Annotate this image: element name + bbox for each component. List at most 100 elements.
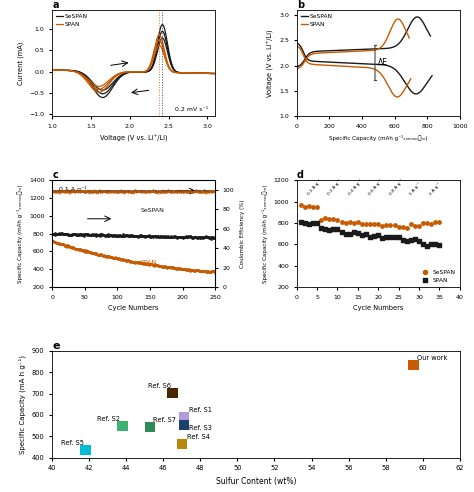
Point xyxy=(156,187,164,195)
SeSPAN xyxy=(366,220,374,228)
Point xyxy=(87,187,94,195)
Text: e: e xyxy=(52,341,60,351)
Point xyxy=(206,268,214,276)
Point xyxy=(67,187,74,195)
Point xyxy=(62,241,70,248)
Point xyxy=(112,254,120,262)
Point xyxy=(64,187,72,195)
Point xyxy=(180,265,188,273)
Point xyxy=(173,187,181,195)
Point xyxy=(167,264,174,272)
Y-axis label: Specific Capacity (mAh g⁻¹ₓₒₘₙₒₛ⁩ₜₑ): Specific Capacity (mAh g⁻¹ₓₒₘₙₒₛ⁩ₜₑ) xyxy=(18,184,23,283)
Point xyxy=(155,232,162,240)
Point xyxy=(111,187,118,195)
Point xyxy=(101,252,109,260)
Point xyxy=(133,187,141,195)
Point xyxy=(160,187,167,195)
Point xyxy=(81,248,89,256)
SPAN xyxy=(209,70,215,76)
Point xyxy=(104,187,112,195)
Point xyxy=(150,232,158,240)
Point xyxy=(154,234,162,242)
Point xyxy=(67,188,74,196)
Point xyxy=(123,187,131,195)
Point xyxy=(94,188,101,196)
Point xyxy=(70,230,77,238)
Point xyxy=(143,188,151,196)
Point xyxy=(173,265,181,273)
Point xyxy=(142,232,150,240)
Point xyxy=(208,187,215,195)
Point xyxy=(78,187,85,195)
Point xyxy=(161,187,168,195)
Point xyxy=(71,187,78,195)
Point xyxy=(100,251,108,259)
Point xyxy=(149,261,156,269)
Point xyxy=(200,233,207,241)
Point xyxy=(96,251,103,259)
Point xyxy=(172,187,179,195)
Point xyxy=(137,258,144,266)
Point xyxy=(125,187,132,195)
Point xyxy=(99,187,107,195)
Point xyxy=(123,257,131,265)
Point xyxy=(201,267,209,275)
Point xyxy=(156,262,164,270)
Point xyxy=(61,187,68,195)
Point xyxy=(65,242,73,250)
Point xyxy=(121,255,129,263)
Point xyxy=(62,242,69,249)
SPAN xyxy=(387,233,394,241)
Point xyxy=(129,232,137,240)
Point xyxy=(88,187,95,195)
SPAN xyxy=(127,69,133,75)
Point xyxy=(161,262,169,270)
Point xyxy=(207,187,214,195)
Point xyxy=(151,232,159,240)
Point xyxy=(191,187,199,195)
Point xyxy=(106,231,113,239)
Point xyxy=(66,187,73,195)
Point xyxy=(57,187,64,195)
Point xyxy=(159,232,167,240)
Point xyxy=(64,230,72,238)
Point xyxy=(172,187,180,195)
SeSPAN xyxy=(391,221,398,229)
Point xyxy=(163,187,170,195)
Point xyxy=(85,187,93,195)
Point xyxy=(55,189,63,197)
Point xyxy=(188,188,195,196)
Point xyxy=(148,260,156,268)
Text: 2 A g⁻¹: 2 A g⁻¹ xyxy=(429,182,442,196)
Point xyxy=(62,230,70,238)
Point xyxy=(91,187,98,195)
Point xyxy=(72,230,80,238)
SeSPAN xyxy=(395,223,402,231)
Point xyxy=(197,267,205,275)
Point xyxy=(172,187,179,195)
Point xyxy=(62,188,69,196)
Point xyxy=(104,188,111,196)
Point xyxy=(199,267,207,275)
Point xyxy=(183,188,191,196)
Point xyxy=(211,187,219,195)
Point xyxy=(180,421,188,429)
SPAN xyxy=(297,217,305,225)
Point xyxy=(137,232,145,240)
Point xyxy=(145,232,153,240)
SPAN xyxy=(399,236,407,244)
Point xyxy=(69,243,77,251)
Point xyxy=(167,187,174,195)
SeSPAN xyxy=(297,202,305,210)
Point xyxy=(64,186,72,194)
Point xyxy=(143,186,151,194)
Text: 0.8 A g⁻¹: 0.8 A g⁻¹ xyxy=(388,179,404,196)
Point xyxy=(161,187,169,195)
Point xyxy=(165,187,173,195)
Point xyxy=(203,187,210,195)
Point xyxy=(49,188,56,196)
Point xyxy=(119,256,127,264)
Point xyxy=(204,188,212,196)
Point xyxy=(198,187,206,195)
Y-axis label: Coulombic Efficiency (%): Coulombic Efficiency (%) xyxy=(240,200,245,268)
